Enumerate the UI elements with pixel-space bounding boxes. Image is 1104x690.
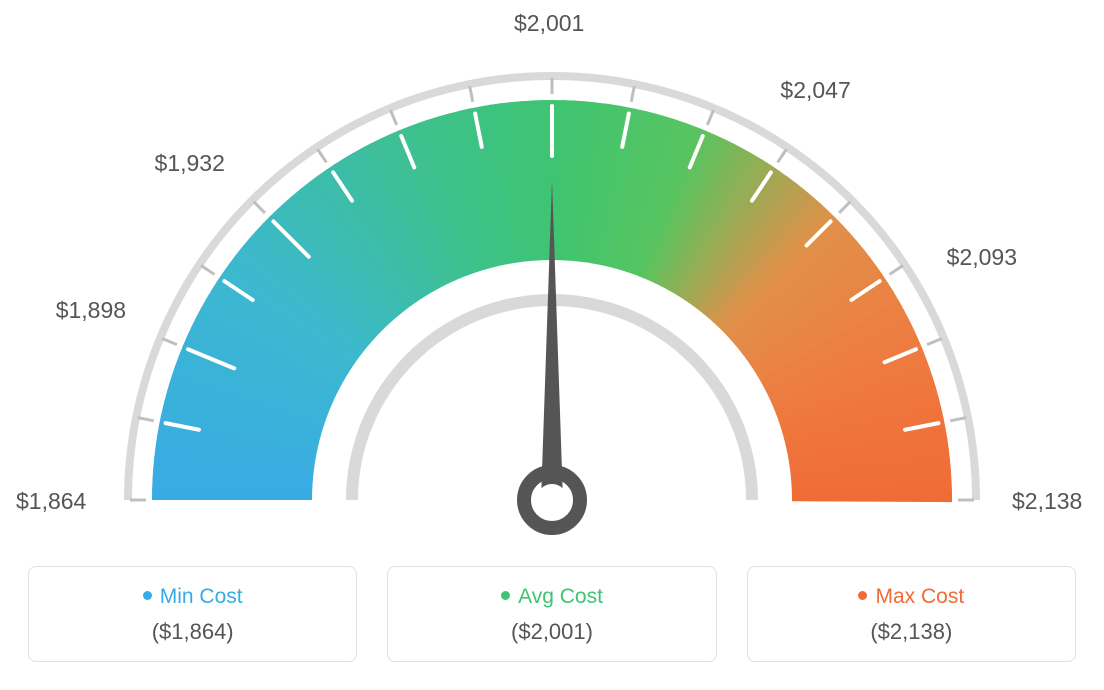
legend-row: Min Cost ($1,864) Avg Cost ($2,001) Max … bbox=[0, 566, 1104, 662]
cost-gauge-infographic: $1,864 $1,898 $1,932 $2,001 $2,047 $2,093 $2,1… bbox=[0, 0, 1104, 690]
legend-title-min: Min Cost bbox=[39, 585, 346, 609]
gauge-svg bbox=[0, 0, 1104, 540]
legend-value-max: ($2,138) bbox=[758, 619, 1065, 645]
scale-label: $1,864 bbox=[16, 488, 86, 515]
scale-label: $2,093 bbox=[947, 244, 1017, 271]
legend-value-avg: ($2,001) bbox=[398, 619, 705, 645]
scale-label: $2,138 bbox=[1012, 488, 1082, 515]
scale-label: $1,898 bbox=[56, 297, 126, 324]
scale-label: $2,001 bbox=[514, 10, 584, 37]
legend-card-avg: Avg Cost ($2,001) bbox=[387, 566, 716, 662]
legend-title-max: Max Cost bbox=[758, 585, 1065, 609]
legend-title-avg: Avg Cost bbox=[398, 585, 705, 609]
scale-label: $1,932 bbox=[155, 150, 225, 177]
gauge-area: $1,864 $1,898 $1,932 $2,001 $2,047 $2,093 $2,1… bbox=[0, 0, 1104, 540]
legend-card-max: Max Cost ($2,138) bbox=[747, 566, 1076, 662]
legend-card-min: Min Cost ($1,864) bbox=[28, 566, 357, 662]
scale-label: $2,047 bbox=[780, 77, 850, 104]
legend-value-min: ($1,864) bbox=[39, 619, 346, 645]
